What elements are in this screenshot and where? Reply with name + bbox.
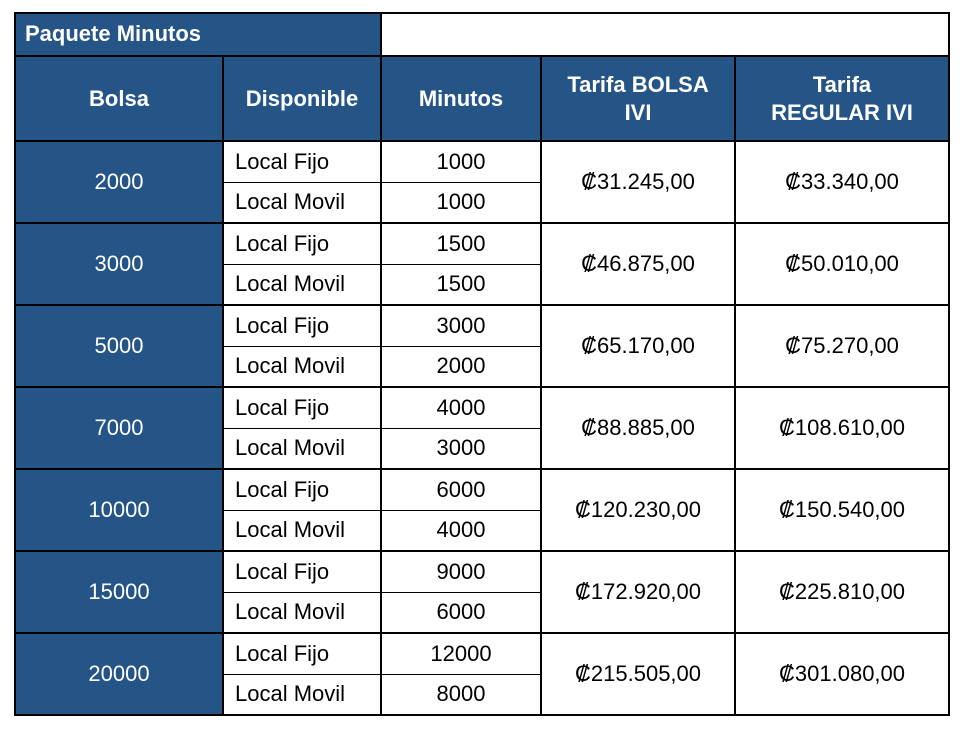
disponible-cell: Local Movil: [221, 591, 383, 634]
bolsa-cell: 10000: [14, 468, 224, 552]
group-row-local-fijo: 15000 Local Fijo 9000 ₡172.920,00 ₡225.810,0…: [14, 550, 951, 634]
minutos-cell: 8000: [380, 673, 543, 716]
tarifa-regular-cell: ₡225.810,00: [734, 550, 951, 634]
bolsa-cell: 7000: [14, 386, 224, 470]
disponible-cell: Local Fijo: [221, 468, 383, 511]
disponible-cell: Local Fijo: [221, 632, 383, 675]
disponible-cell: Local Movil: [221, 427, 383, 470]
minutos-cell: 1000: [380, 181, 543, 224]
disponible-cell: Local Movil: [221, 509, 383, 552]
group-row-local-fijo: 20000 Local Fijo 12000 ₡215.505,00 ₡301.080,…: [14, 632, 951, 716]
tarifa-bolsa-cell: ₡215.505,00: [540, 632, 737, 716]
tarifa-bolsa-cell: ₡31.245,00: [540, 140, 737, 224]
tarifa-bolsa-cell: ₡88.885,00: [540, 386, 737, 470]
tarifa-regular-cell: ₡50.010,00: [734, 222, 951, 306]
group-row-local-movil: Local Movil 4000: [15, 509, 949, 552]
bolsa-cell: 5000: [14, 304, 224, 388]
column-header-bolsa: Bolsa: [14, 55, 224, 142]
table-body: 2000 Local Fijo 1000 ₡31.245,00 ₡33.340,00 Lo…: [14, 140, 951, 716]
tarifa-bolsa-cell: ₡46.875,00: [540, 222, 737, 306]
minutos-cell: 4000: [380, 386, 543, 429]
group-row-local-fijo: 2000 Local Fijo 1000 ₡31.245,00 ₡33.340,00: [14, 140, 951, 224]
minutos-cell: 6000: [380, 468, 543, 511]
group-row-local-fijo: 5000 Local Fijo 3000 ₡65.170,00 ₡75.270,00: [14, 304, 951, 388]
column-header-tarifa-regular-ivi: Tarifa REGULAR IVI: [734, 55, 951, 142]
disponible-cell: Local Movil: [221, 263, 383, 306]
group-row-local-movil: Local Movil 3000: [15, 427, 949, 470]
minutos-cell: 1500: [380, 222, 543, 265]
tarifa-regular-cell: ₡150.540,00: [734, 468, 951, 552]
group-row-local-fijo: 10000 Local Fijo 6000 ₡120.230,00 ₡150.540,0…: [14, 468, 951, 552]
minutos-cell: 12000: [380, 632, 543, 675]
tarifa-regular-cell: ₡75.270,00: [734, 304, 951, 388]
disponible-cell: Local Fijo: [221, 550, 383, 593]
group-row-local-movil: Local Movil 1500: [15, 263, 949, 306]
disponible-cell: Local Fijo: [221, 304, 383, 347]
disponible-cell: Local Movil: [221, 345, 383, 388]
disponible-cell: Local Fijo: [221, 140, 383, 183]
minutos-cell: 4000: [380, 509, 543, 552]
minutos-cell: 6000: [380, 591, 543, 634]
tarifa-bolsa-cell: ₡120.230,00: [540, 468, 737, 552]
table-title: Paquete Minutos: [13, 12, 383, 57]
minutos-cell: 2000: [380, 345, 543, 388]
minutos-cell: 1500: [380, 263, 543, 306]
group-row-local-movil: Local Movil 6000: [15, 591, 949, 634]
minutos-cell: 1000: [380, 140, 543, 183]
disponible-cell: Local Movil: [221, 673, 383, 716]
disponible-cell: Local Fijo: [221, 386, 383, 429]
disponible-cell: Local Fijo: [221, 222, 383, 265]
column-header-disponible: Disponible: [221, 55, 383, 142]
group-row-local-fijo: 3000 Local Fijo 1500 ₡46.875,00 ₡50.010,00: [14, 222, 951, 306]
minutos-cell: 3000: [380, 427, 543, 470]
bolsa-cell: 20000: [14, 632, 224, 716]
tarifa-bolsa-cell: ₡172.920,00: [540, 550, 737, 634]
group-row-local-movil: Local Movil 1000: [15, 181, 949, 224]
title-row-spacer: [380, 12, 951, 57]
tarifa-regular-cell: ₡301.080,00: [734, 632, 951, 716]
tarifa-regular-cell: ₡33.340,00: [734, 140, 951, 224]
column-header-tarifa-bolsa-ivi: Tarifa BOLSA IVI: [540, 55, 737, 142]
paquete-minutos-table: Paquete Minutos Bolsa Disponible Minutos…: [13, 12, 951, 716]
bolsa-cell: 2000: [14, 140, 224, 224]
disponible-cell: Local Movil: [221, 181, 383, 224]
minutos-cell: 9000: [380, 550, 543, 593]
bolsa-cell: 15000: [14, 550, 224, 634]
group-row-local-movil: Local Movil 8000: [15, 673, 949, 716]
tarifa-regular-cell: ₡108.610,00: [734, 386, 951, 470]
column-header-minutos: Minutos: [380, 55, 543, 142]
bolsa-cell: 3000: [14, 222, 224, 306]
group-row-local-fijo: 7000 Local Fijo 4000 ₡88.885,00 ₡108.610,00: [14, 386, 951, 470]
title-row: Paquete Minutos: [13, 12, 951, 57]
tarifa-bolsa-cell: ₡65.170,00: [540, 304, 737, 388]
group-row-local-movil: Local Movil 2000: [15, 345, 949, 388]
minutos-cell: 3000: [380, 304, 543, 347]
header-row: Bolsa Disponible Minutos Tarifa BOLSA IV…: [14, 55, 951, 142]
